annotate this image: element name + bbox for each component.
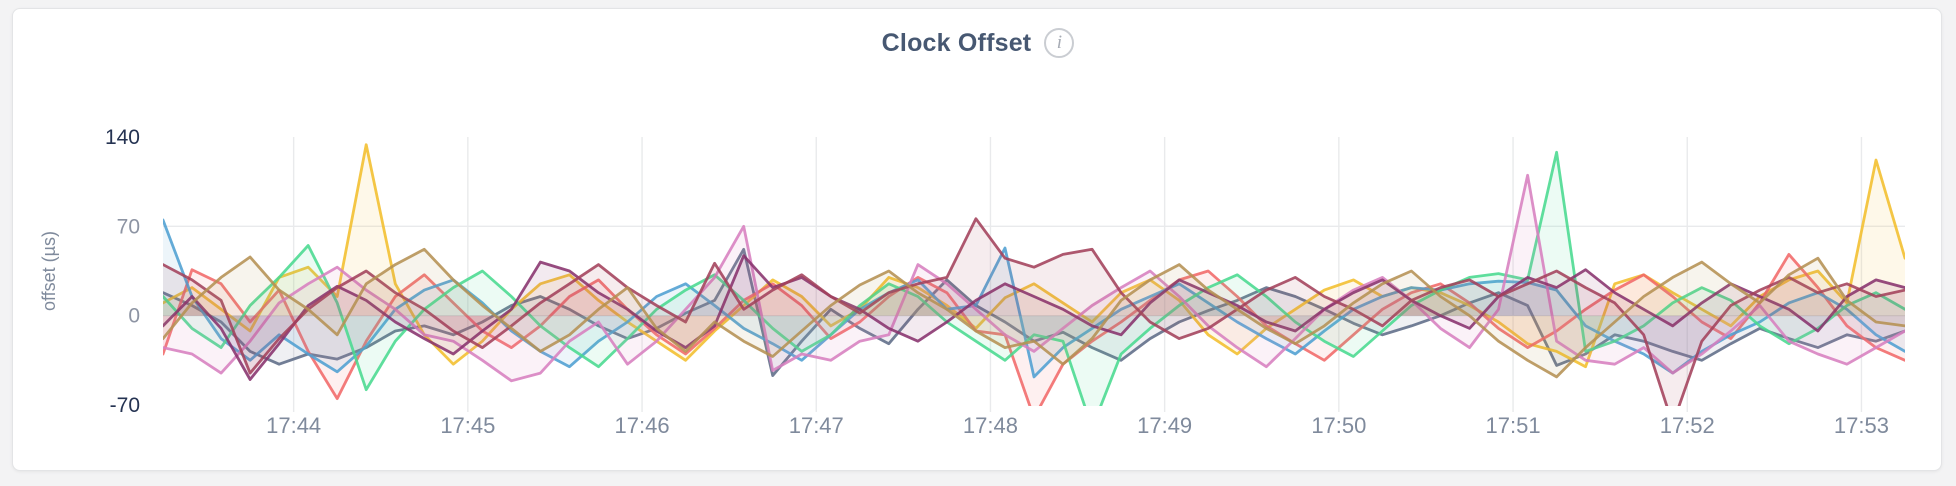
- y-tick-label: 70: [117, 215, 140, 238]
- x-tick-label: 17:45: [440, 413, 495, 438]
- x-tick-label: 17:48: [963, 413, 1018, 438]
- x-tick-label: 17:53: [1834, 413, 1889, 438]
- x-tick-label: 17:52: [1660, 413, 1715, 438]
- series-area-series-5: [163, 152, 1905, 406]
- y-tick-label: 140: [105, 126, 140, 149]
- x-tick-label: 17:51: [1486, 413, 1541, 438]
- x-tick-label: 17:50: [1311, 413, 1366, 438]
- info-icon[interactable]: i: [1044, 28, 1075, 58]
- series-line-series-9: [163, 247, 1905, 379]
- series-line-series-7: [163, 254, 1905, 381]
- series-line-series-8: [163, 217, 1905, 406]
- chart-header: Clock Offset i: [0, 28, 1956, 58]
- series-area-series-1: [163, 249, 1905, 376]
- series-line-series-6: [163, 173, 1905, 383]
- y-tick-label: -70: [110, 394, 140, 417]
- chart-title: Clock Offset: [881, 28, 1032, 57]
- x-tick-label: 17:47: [789, 413, 844, 438]
- series-area-series-2: [163, 144, 1905, 367]
- x-tick-label: 17:46: [615, 413, 670, 438]
- x-tick-label: 17:44: [266, 413, 321, 438]
- y-tick-label: 0: [128, 305, 140, 328]
- series-area-series-4: [163, 220, 1905, 377]
- x-tick-label: 17:49: [1137, 413, 1192, 438]
- y-axis-label: offset (µs): [39, 231, 59, 311]
- series-line-series-2: [163, 143, 1905, 369]
- series-group: [163, 143, 1905, 406]
- series-line-series-5: [163, 150, 1905, 406]
- series-line-series-3: [163, 252, 1905, 406]
